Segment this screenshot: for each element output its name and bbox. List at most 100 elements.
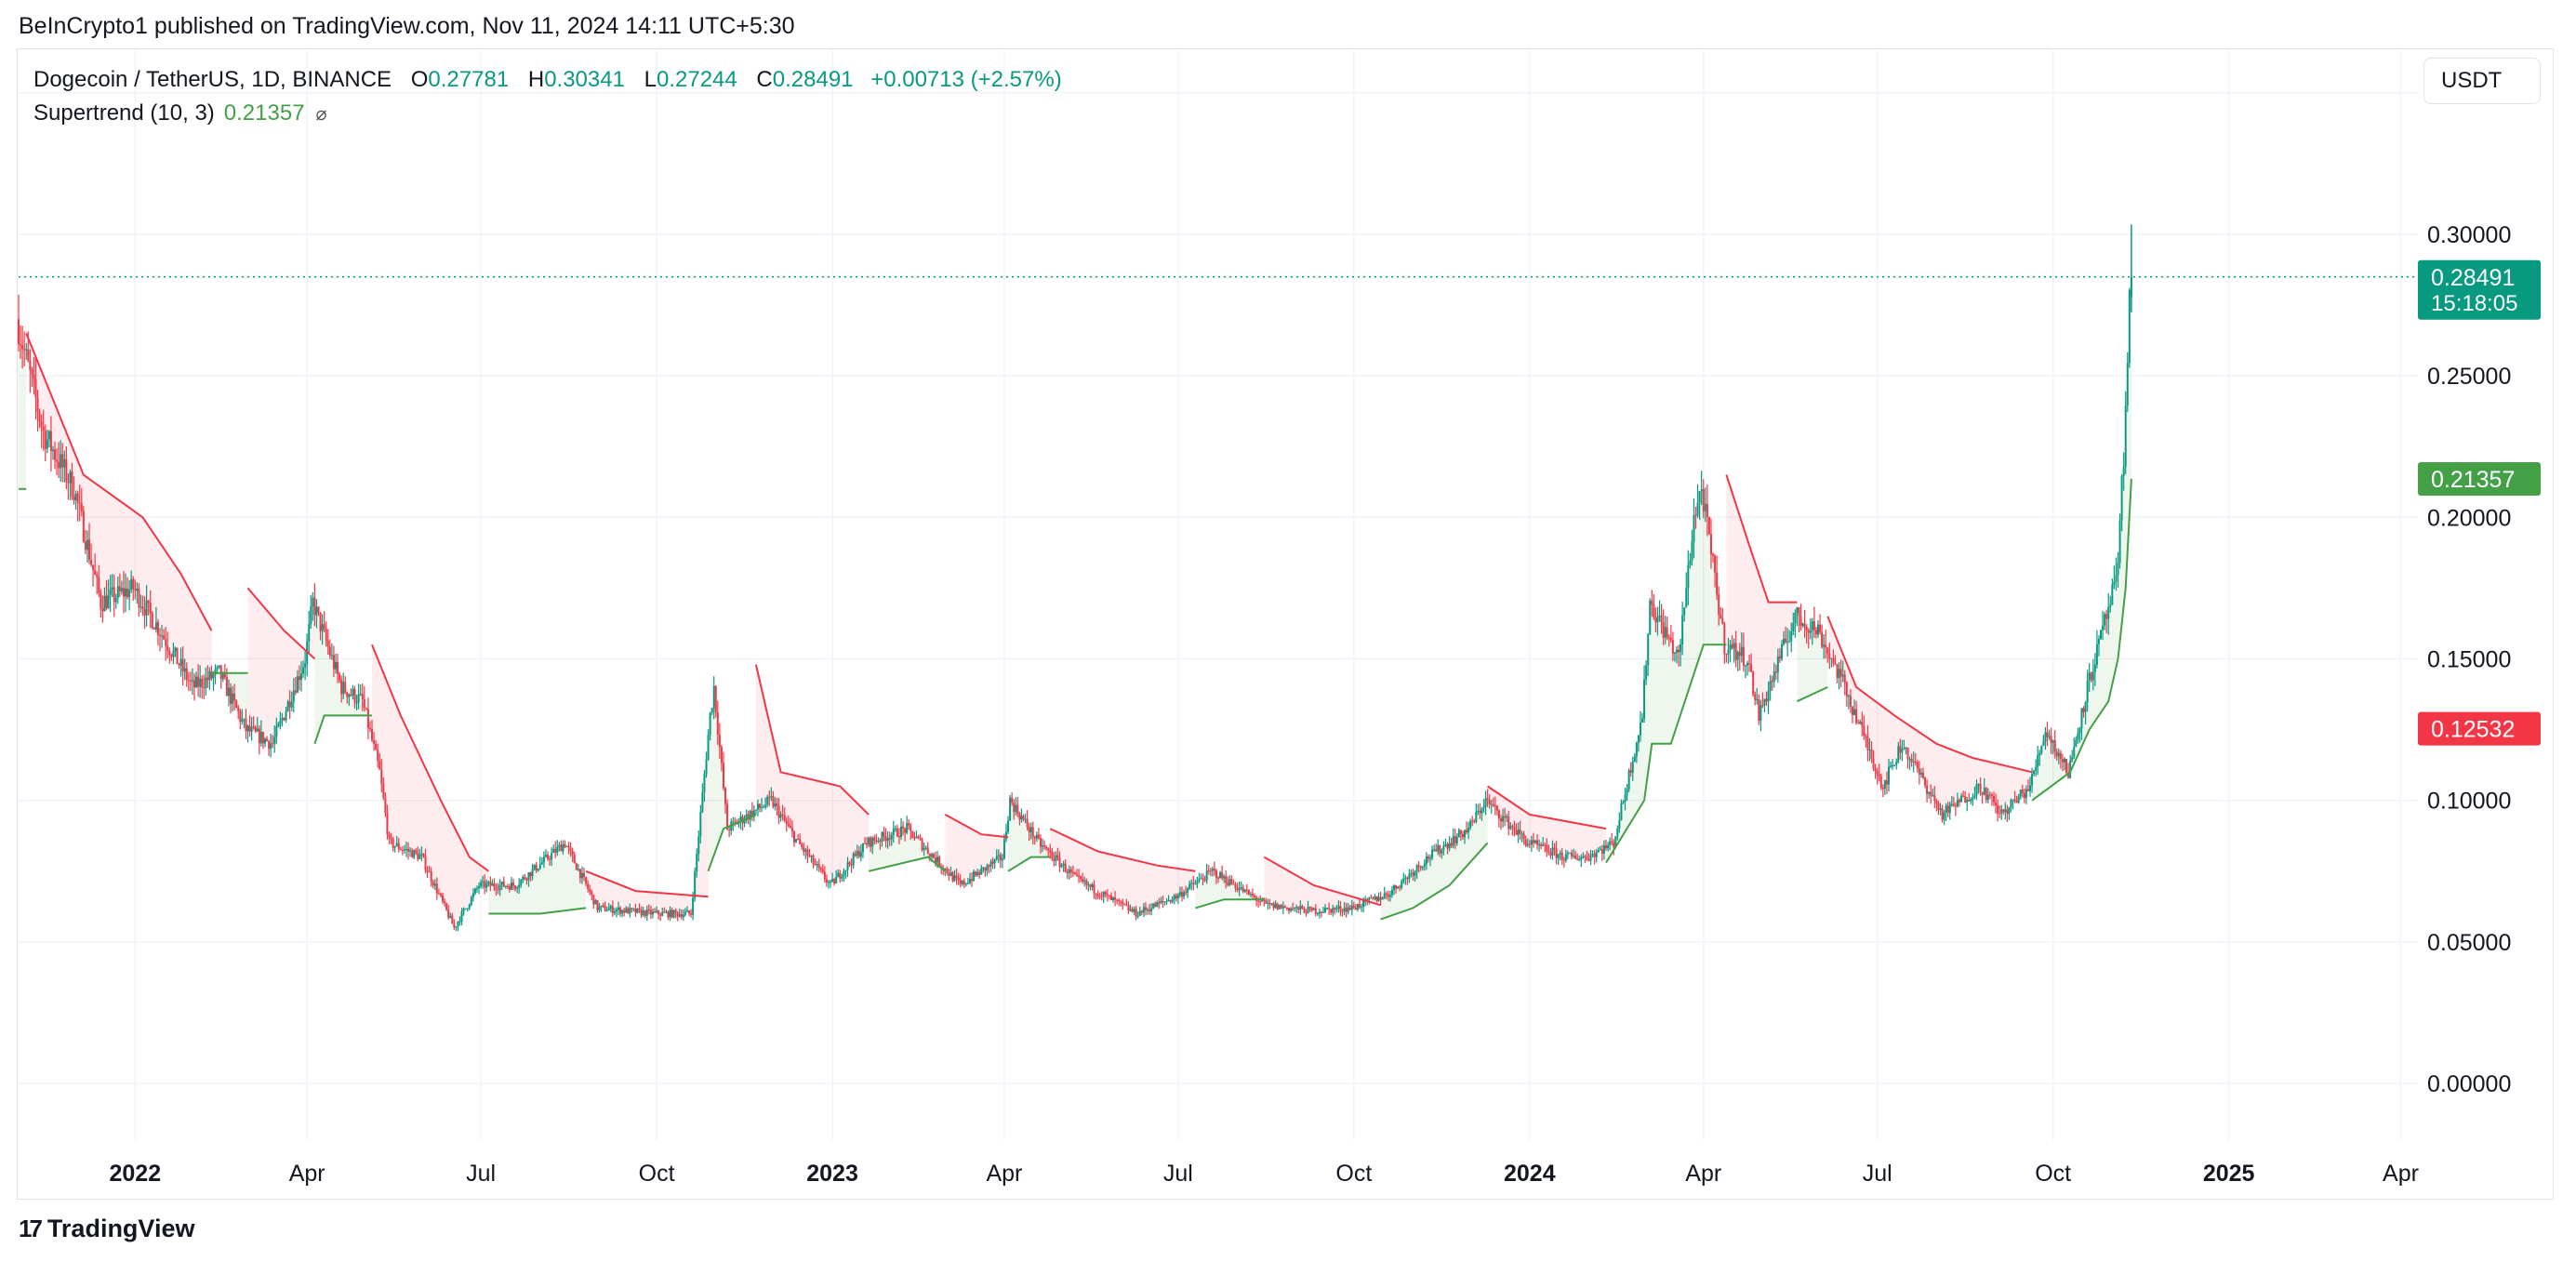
candle-body [67,481,70,484]
candle-body [1118,900,1121,902]
candle-body [1272,903,1275,909]
candle-body [549,858,551,860]
candle-body [605,910,608,912]
supertrend-line-up [1007,856,1051,872]
candle-body [814,864,817,866]
candle-body [806,849,809,856]
candle-body [1068,869,1070,873]
candle-body [1599,849,1601,851]
candle-body [86,539,88,551]
candle-body [1203,879,1206,881]
candle-body [904,828,907,833]
candle-body [1013,803,1016,812]
candle-body [819,867,822,869]
candle-body [1819,624,1822,632]
candle-body [334,661,337,670]
supertrend-fill-down [26,333,212,686]
candle-body [49,431,52,451]
candle-body [2026,789,2029,791]
candle-body [218,665,220,668]
candle-body [281,718,284,721]
candle-body [154,622,157,630]
candle-body [1532,840,1534,843]
supertrend-fill-up [1606,493,1727,863]
candle-body [1814,630,1817,635]
candle-body [910,825,912,831]
candle-body [328,646,331,656]
candle-body [1087,884,1090,886]
candle-body [272,743,274,745]
candle-body [484,881,486,888]
candle-body [1123,903,1126,905]
candle-body [337,661,339,674]
candle-body [308,624,311,642]
candle-body [779,814,782,818]
candle-body [745,814,748,821]
candle-body [531,869,534,877]
candle-body [300,673,303,681]
candle-body [1786,642,1789,644]
candle-body [1219,871,1222,879]
candle-body [1288,908,1291,911]
candle-body [592,894,595,905]
candle-body [1009,797,1012,821]
candle-body [1557,854,1560,858]
candle-body [1500,818,1503,822]
symbol-label[interactable]: Dogecoin / TetherUS, 1D, BINANCE [33,67,392,92]
candle-body [1983,788,1985,795]
supertrend-layer [19,333,2132,921]
candle-body [1843,674,1846,683]
candle-body [380,769,383,784]
candle-body [384,798,387,814]
eye-off-icon[interactable]: ⌀ [315,104,327,125]
candle-body [1404,877,1407,879]
candle-body [1388,895,1391,897]
candle-body [1228,879,1231,885]
candle-body [1921,772,1924,778]
candle-body [118,586,121,591]
candle-body [1343,908,1346,912]
candle-body [538,864,541,869]
candle-body [1631,761,1634,773]
supertrend-fill-down [1726,474,1798,716]
candle-body [2025,789,2027,799]
supertrend-line-up [1380,842,1489,921]
candle-body [846,862,849,870]
x-tick-label: 2024 [1504,1161,1556,1187]
supertrend-line-up [1796,685,1828,703]
candle-body [1016,804,1019,815]
candle-body [1771,681,1773,683]
candle-body [268,740,271,750]
candle-body [542,856,545,863]
candle-body [2021,790,2024,793]
candle-body [185,668,188,681]
tradingview-logo[interactable]: 17 TradingView [19,1215,194,1243]
x-axis: 2022 Apr Jul Oct 2023 Apr Jul Oct 2024 Apr Jul Oct 2… [109,1161,2418,1187]
candle-body [2004,809,2007,813]
currency-button[interactable]: USDT [2423,58,2541,104]
candle-body [879,840,882,842]
candle-body [442,895,445,902]
supertrend-tag-bg [2418,461,2541,496]
candle-body [332,655,335,670]
candle-body [1928,791,1931,794]
candle-body [1045,846,1048,849]
candle-body [418,855,421,859]
candle-body [473,888,476,894]
candle-body [80,503,83,511]
countdown-label: 15:18:05 [2431,291,2517,316]
candle-body [1211,869,1214,871]
candle-body [2002,809,2005,813]
candle-body [1647,634,1650,666]
indicator-label[interactable]: Supertrend (10, 3) [33,100,215,126]
candle-body [1469,820,1472,829]
candle-body [1653,604,1655,618]
candle-body [613,911,616,913]
candle-body [752,810,755,817]
candle-body [1083,880,1086,882]
candle-body [1350,905,1353,910]
candle-body [1362,899,1365,908]
candle-body [1604,844,1607,849]
candle-body [988,865,990,867]
